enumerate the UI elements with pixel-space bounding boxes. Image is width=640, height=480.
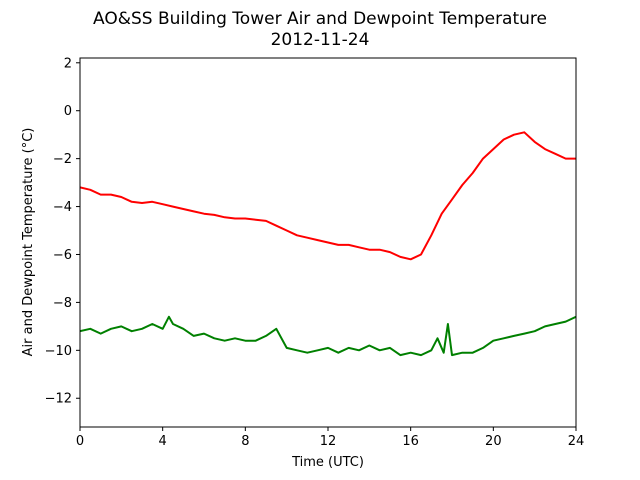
chart-title: AO&SS Building Tower Air and Dewpoint Te…	[93, 9, 547, 29]
x-tick-label: 16	[402, 434, 419, 449]
y-axis-label: Air and Dewpoint Temperature (°C)	[21, 128, 36, 357]
y-tick-label: −4	[53, 200, 72, 215]
y-tick-label: 0	[64, 104, 72, 119]
y-tick-label: −10	[45, 344, 72, 359]
y-axis: 2 0 −2 −4 −6 −8 −10 −12	[45, 56, 80, 407]
series-line-1	[80, 315, 576, 357]
x-tick-label: 0	[76, 434, 84, 449]
x-tick-label: 12	[320, 434, 337, 449]
series-line-0	[80, 131, 576, 261]
plot-area	[80, 131, 576, 357]
y-tick-label: −8	[53, 296, 72, 311]
series-layer	[80, 131, 576, 357]
x-tick-label: 4	[159, 434, 167, 449]
chart-subtitle: 2012-11-24	[271, 30, 370, 50]
y-tick-label: −2	[53, 152, 72, 167]
x-tick-label: 8	[241, 434, 249, 449]
y-tick-label: 2	[64, 56, 72, 71]
x-tick-label: 24	[568, 434, 585, 449]
x-axis-label: Time (UTC)	[291, 455, 364, 470]
y-tick-label: −12	[45, 392, 72, 407]
x-axis: 0 4 8 12 16 20 24	[76, 427, 584, 449]
x-tick-label: 20	[485, 434, 502, 449]
y-tick-label: −6	[53, 248, 72, 263]
